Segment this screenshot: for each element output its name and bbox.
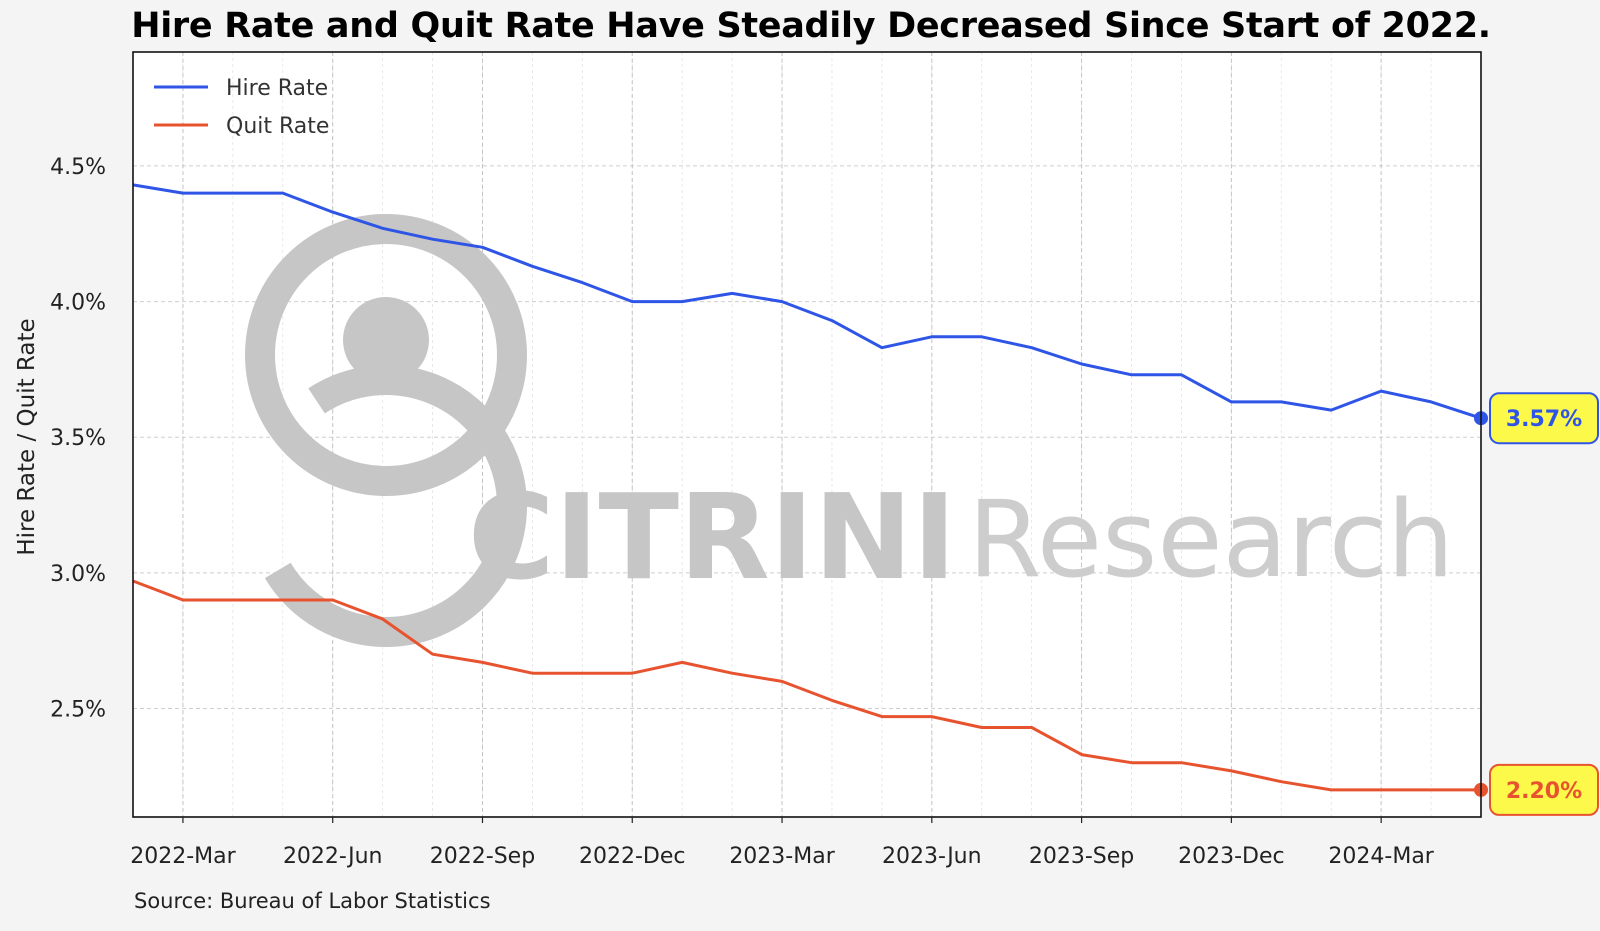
x-tick-label: 2023-Jun <box>882 844 982 869</box>
x-tick-label: 2022-Dec <box>579 844 686 869</box>
y-tick-label: 4.5% <box>50 155 106 180</box>
chart-title: Hire Rate and Quit Rate Have Steadily De… <box>131 6 1491 46</box>
watermark-research: Research <box>968 478 1454 601</box>
plot-background <box>133 52 1481 817</box>
watermark-brand: CITRINI <box>468 468 956 606</box>
end-label-box <box>1489 763 1599 816</box>
y-tick-label: 4.0% <box>50 291 106 316</box>
series-line <box>132 183 1482 420</box>
y-tick-label: 3.5% <box>50 426 106 451</box>
y-tick-label: 2.5% <box>50 697 106 722</box>
y-tick-label: 3.0% <box>50 562 106 587</box>
grid-lines <box>132 52 1482 817</box>
plot-border <box>132 51 1482 818</box>
series-line <box>132 579 1481 792</box>
series-lines <box>132 183 1488 797</box>
x-tick-label: 2022-Mar <box>130 844 236 869</box>
x-tick-label: 2022-Jun <box>283 844 383 869</box>
x-tick-label: 2022-Sep <box>430 844 535 869</box>
end-labels: 3.57% 2.20% <box>1489 392 1599 816</box>
legend: Hire Rate Quit Rate <box>154 76 329 139</box>
end-label-text: 3.57% <box>1506 407 1582 432</box>
end-label-box <box>1489 392 1599 445</box>
y-axis-title: Hire Rate / Quit Rate <box>14 318 40 555</box>
legend-label: Quit Rate <box>226 114 329 139</box>
x-tick-label: 2023-Sep <box>1029 844 1134 869</box>
x-tick-label: 2023-Dec <box>1178 844 1285 869</box>
axis-ticks: 2.5% 3.0% 3.5% 4.0% 4.5% 2022-Mar 2022-Jun 2022… <box>50 155 1435 869</box>
end-label-text: 2.20% <box>1506 779 1582 804</box>
legend-label: Hire Rate <box>226 76 328 101</box>
x-tick-label: 2024-Mar <box>1328 844 1434 869</box>
x-tick-label: 2023-Mar <box>729 844 835 869</box>
source-note: Source: Bureau of Labor Statistics <box>134 889 491 913</box>
